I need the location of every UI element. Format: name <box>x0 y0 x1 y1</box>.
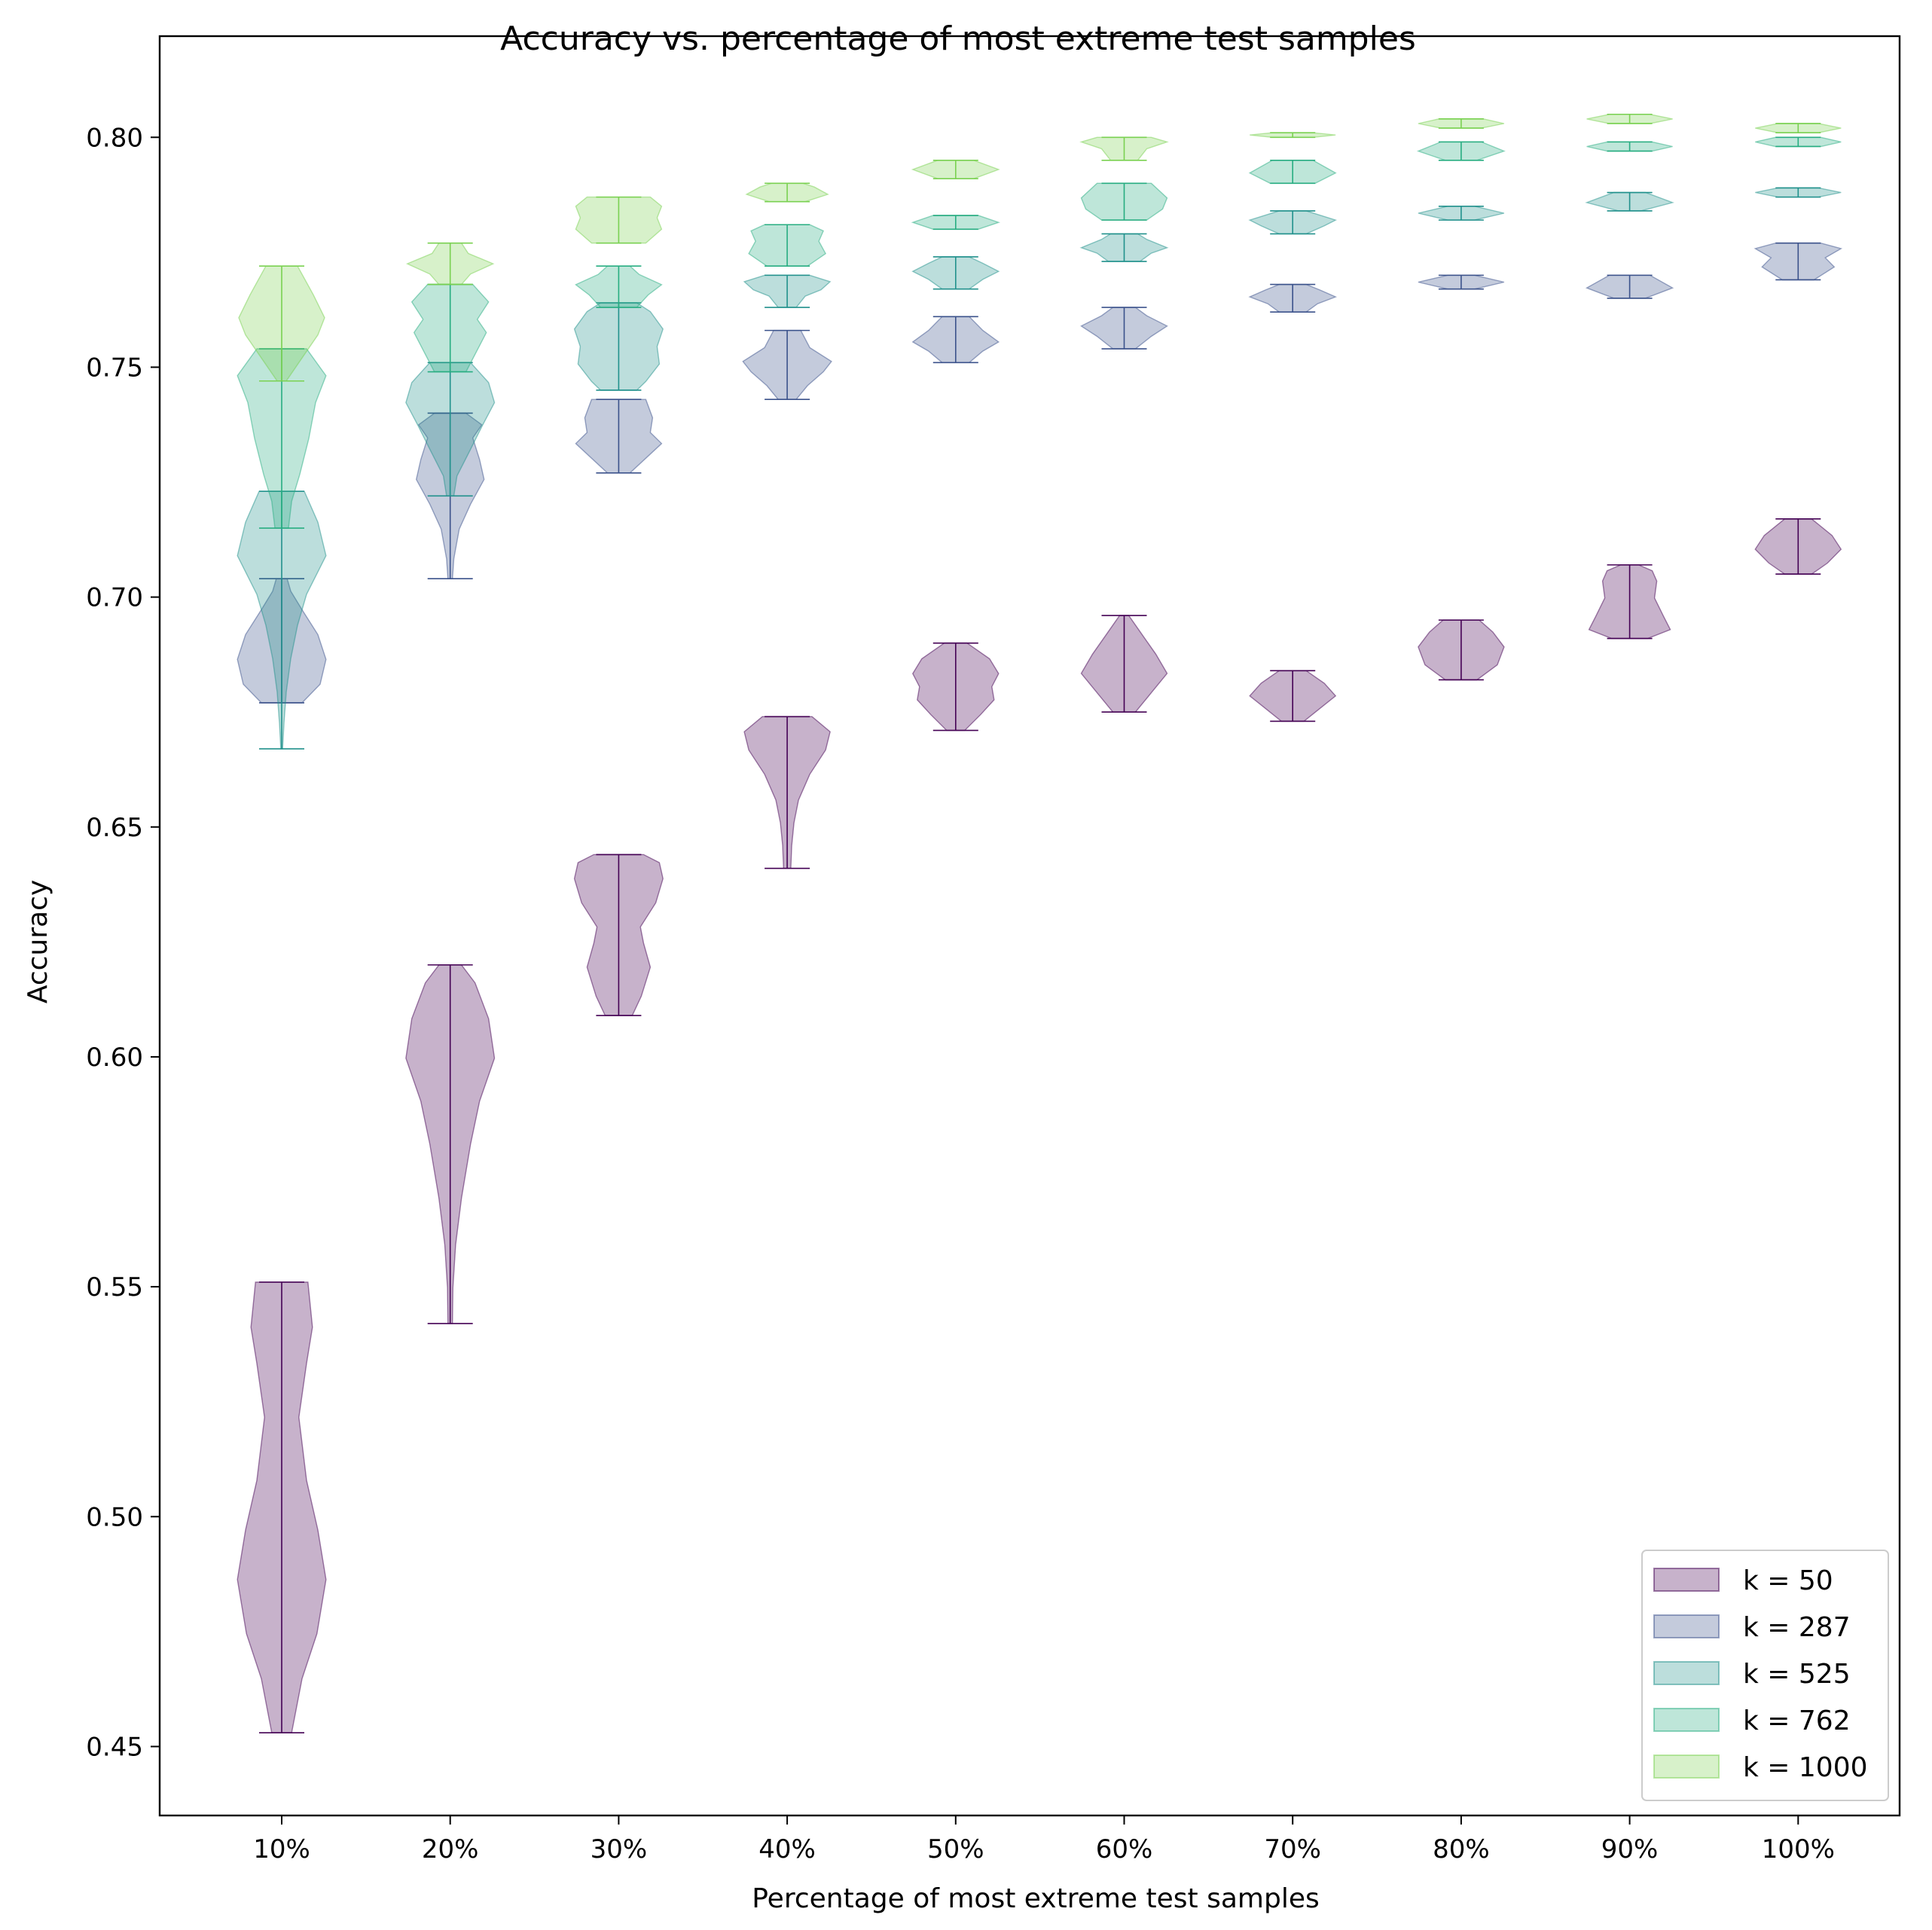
x-axis-label: Percentage of most extreme test samples <box>752 1883 1320 1914</box>
legend-label-4: k = 1000 <box>1743 1752 1868 1783</box>
y-tick-label: 0.50 <box>86 1502 143 1532</box>
x-axis: 10% 20% 30% 40% 50% 60% 70% 80% 90% 100% <box>253 1815 1835 1864</box>
y-tick-label: 0.75 <box>86 353 143 383</box>
x-tick-label: 30% <box>591 1834 648 1864</box>
y-tick-label: 0.45 <box>86 1732 143 1762</box>
y-tick-label: 0.80 <box>86 123 143 153</box>
plot-frame <box>158 35 1901 1817</box>
legend-label-2: k = 525 <box>1743 1659 1851 1690</box>
x-tick-label: 100% <box>1762 1834 1835 1864</box>
y-tick-label: 0.60 <box>86 1043 143 1073</box>
y-tick-label: 0.70 <box>86 583 143 613</box>
x-tick-label: 40% <box>758 1834 816 1864</box>
x-tick-label: 50% <box>927 1834 984 1864</box>
legend-swatch-1 <box>1653 1614 1720 1638</box>
x-tick-label: 80% <box>1433 1834 1490 1864</box>
x-tick-label: 10% <box>253 1834 310 1864</box>
x-tick-label: 20% <box>422 1834 479 1864</box>
legend-swatch-3 <box>1653 1708 1720 1732</box>
legend-label-3: k = 762 <box>1743 1706 1851 1736</box>
legend-label-1: k = 287 <box>1743 1612 1851 1643</box>
x-tick-label: 60% <box>1096 1834 1153 1864</box>
legend: k = 50 k = 287 k = 525 k = 762 k = 1000 <box>1641 1550 1889 1801</box>
legend-label-0: k = 50 <box>1743 1565 1833 1596</box>
y-axis-label: Accuracy <box>23 880 53 1003</box>
x-tick-label: 90% <box>1601 1834 1659 1864</box>
legend-swatch-2 <box>1653 1661 1720 1685</box>
y-axis: 0.45 0.50 0.55 0.60 0.65 0.70 0.75 0.80 <box>86 123 160 1762</box>
violins-layer <box>237 113 1843 1733</box>
legend-box <box>1641 1550 1889 1801</box>
legend-swatch-0 <box>1653 1568 1720 1592</box>
y-tick-label: 0.55 <box>86 1272 143 1302</box>
chart-title: Accuracy vs. percentage of most extreme … <box>500 20 1416 58</box>
legend-swatch-4 <box>1653 1754 1720 1779</box>
y-tick-label: 0.65 <box>86 813 143 843</box>
x-tick-label: 70% <box>1264 1834 1321 1864</box>
